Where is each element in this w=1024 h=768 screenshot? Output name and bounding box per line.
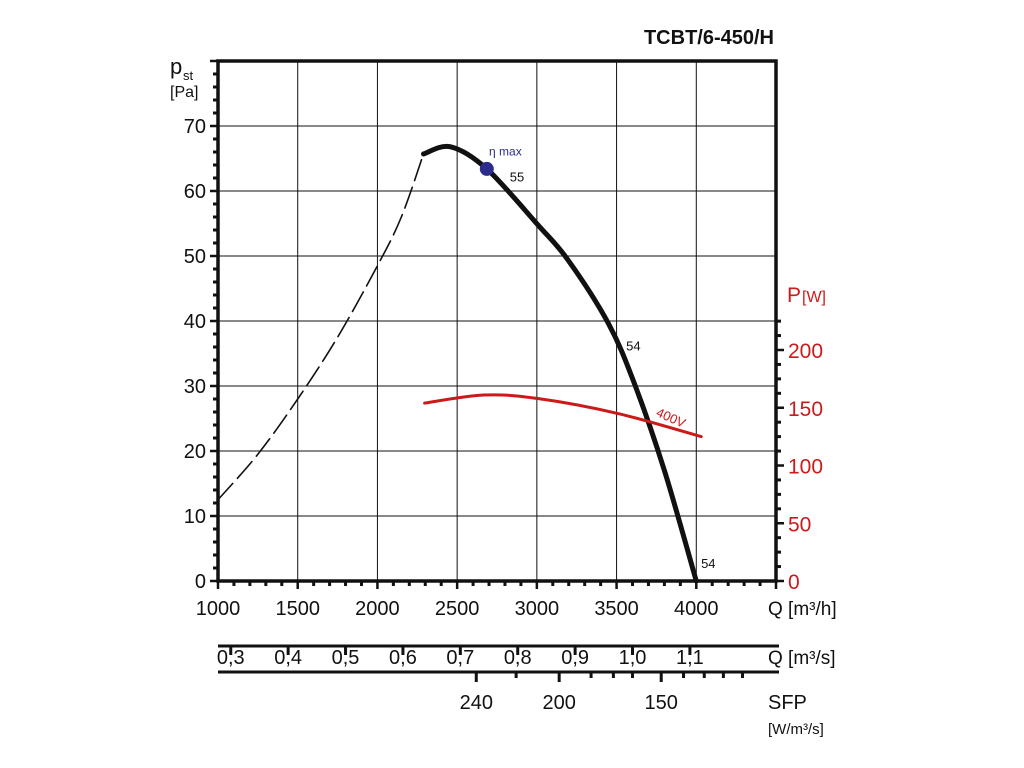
y2-axis-label: P <box>787 284 801 307</box>
sfp-tick-label: 200 <box>542 692 575 714</box>
series-power-400v <box>423 393 703 439</box>
x-axis-label: Q [m³/h] <box>768 599 837 620</box>
x-tick-label: 2000 <box>355 598 400 620</box>
m3s-tick-label: 0,9 <box>561 647 589 669</box>
m3s-tick-label: 0,5 <box>332 647 360 669</box>
m3s-tick-label: 0,8 <box>504 647 532 669</box>
y2-tick-label: 0 <box>788 571 800 594</box>
series-pressure-unstable <box>217 153 425 501</box>
y-axis-unit: [Pa] <box>170 84 198 101</box>
m3s-tick-label: 0,4 <box>274 647 302 669</box>
eta-max-label: η max <box>489 144 522 158</box>
y-tick-label: 20 <box>184 441 206 463</box>
efficiency-label: 54 <box>701 556 715 571</box>
x-tick-label: 3000 <box>515 598 560 620</box>
eta-max-marker <box>479 161 494 176</box>
y2-tick-label: 150 <box>788 398 823 421</box>
sfp-axis-label: SFP <box>768 692 807 714</box>
y-tick-label: 50 <box>184 246 206 268</box>
m3s-tick-label: 1,1 <box>676 647 704 669</box>
y-axis-label: p <box>170 54 182 79</box>
x-tick-label: 1500 <box>275 598 320 620</box>
m3s-tick-label: 0,3 <box>217 647 245 669</box>
y-tick-label: 60 <box>184 181 206 203</box>
y-tick-label: 30 <box>184 376 206 398</box>
y2-tick-label: 200 <box>788 340 823 363</box>
m3s-tick-label: 0,6 <box>389 647 417 669</box>
series-pressure <box>421 143 699 584</box>
m3s-axis-label: Q [m³/s] <box>768 648 836 669</box>
y2-tick-label: 50 <box>788 513 811 536</box>
y-tick-label: 0 <box>195 571 206 593</box>
m3s-tick-label: 0,7 <box>446 647 474 669</box>
x-tick-label: 2500 <box>435 598 480 620</box>
y-tick-label: 70 <box>184 116 206 138</box>
y2-axis-unit: [W] <box>802 289 826 306</box>
efficiency-label: 54 <box>626 338 640 353</box>
x-tick-label: 4000 <box>674 598 719 620</box>
y-tick-label: 40 <box>184 311 206 333</box>
chart-title: TCBT/6-450/H <box>644 27 774 49</box>
sfp-tick-label: 240 <box>460 692 493 714</box>
m3s-tick-label: 1,0 <box>619 647 647 669</box>
y2-tick-label: 100 <box>788 456 823 479</box>
y-axis-label-sub: st <box>183 68 194 83</box>
sfp-axis-unit: [W/m³/s] <box>768 721 824 738</box>
x-tick-label: 1000 <box>196 598 241 620</box>
y-tick-label: 10 <box>184 506 206 528</box>
efficiency-label: 55 <box>510 169 524 184</box>
sfp-tick-label: 150 <box>645 692 678 714</box>
x-tick-label: 3500 <box>594 598 639 620</box>
